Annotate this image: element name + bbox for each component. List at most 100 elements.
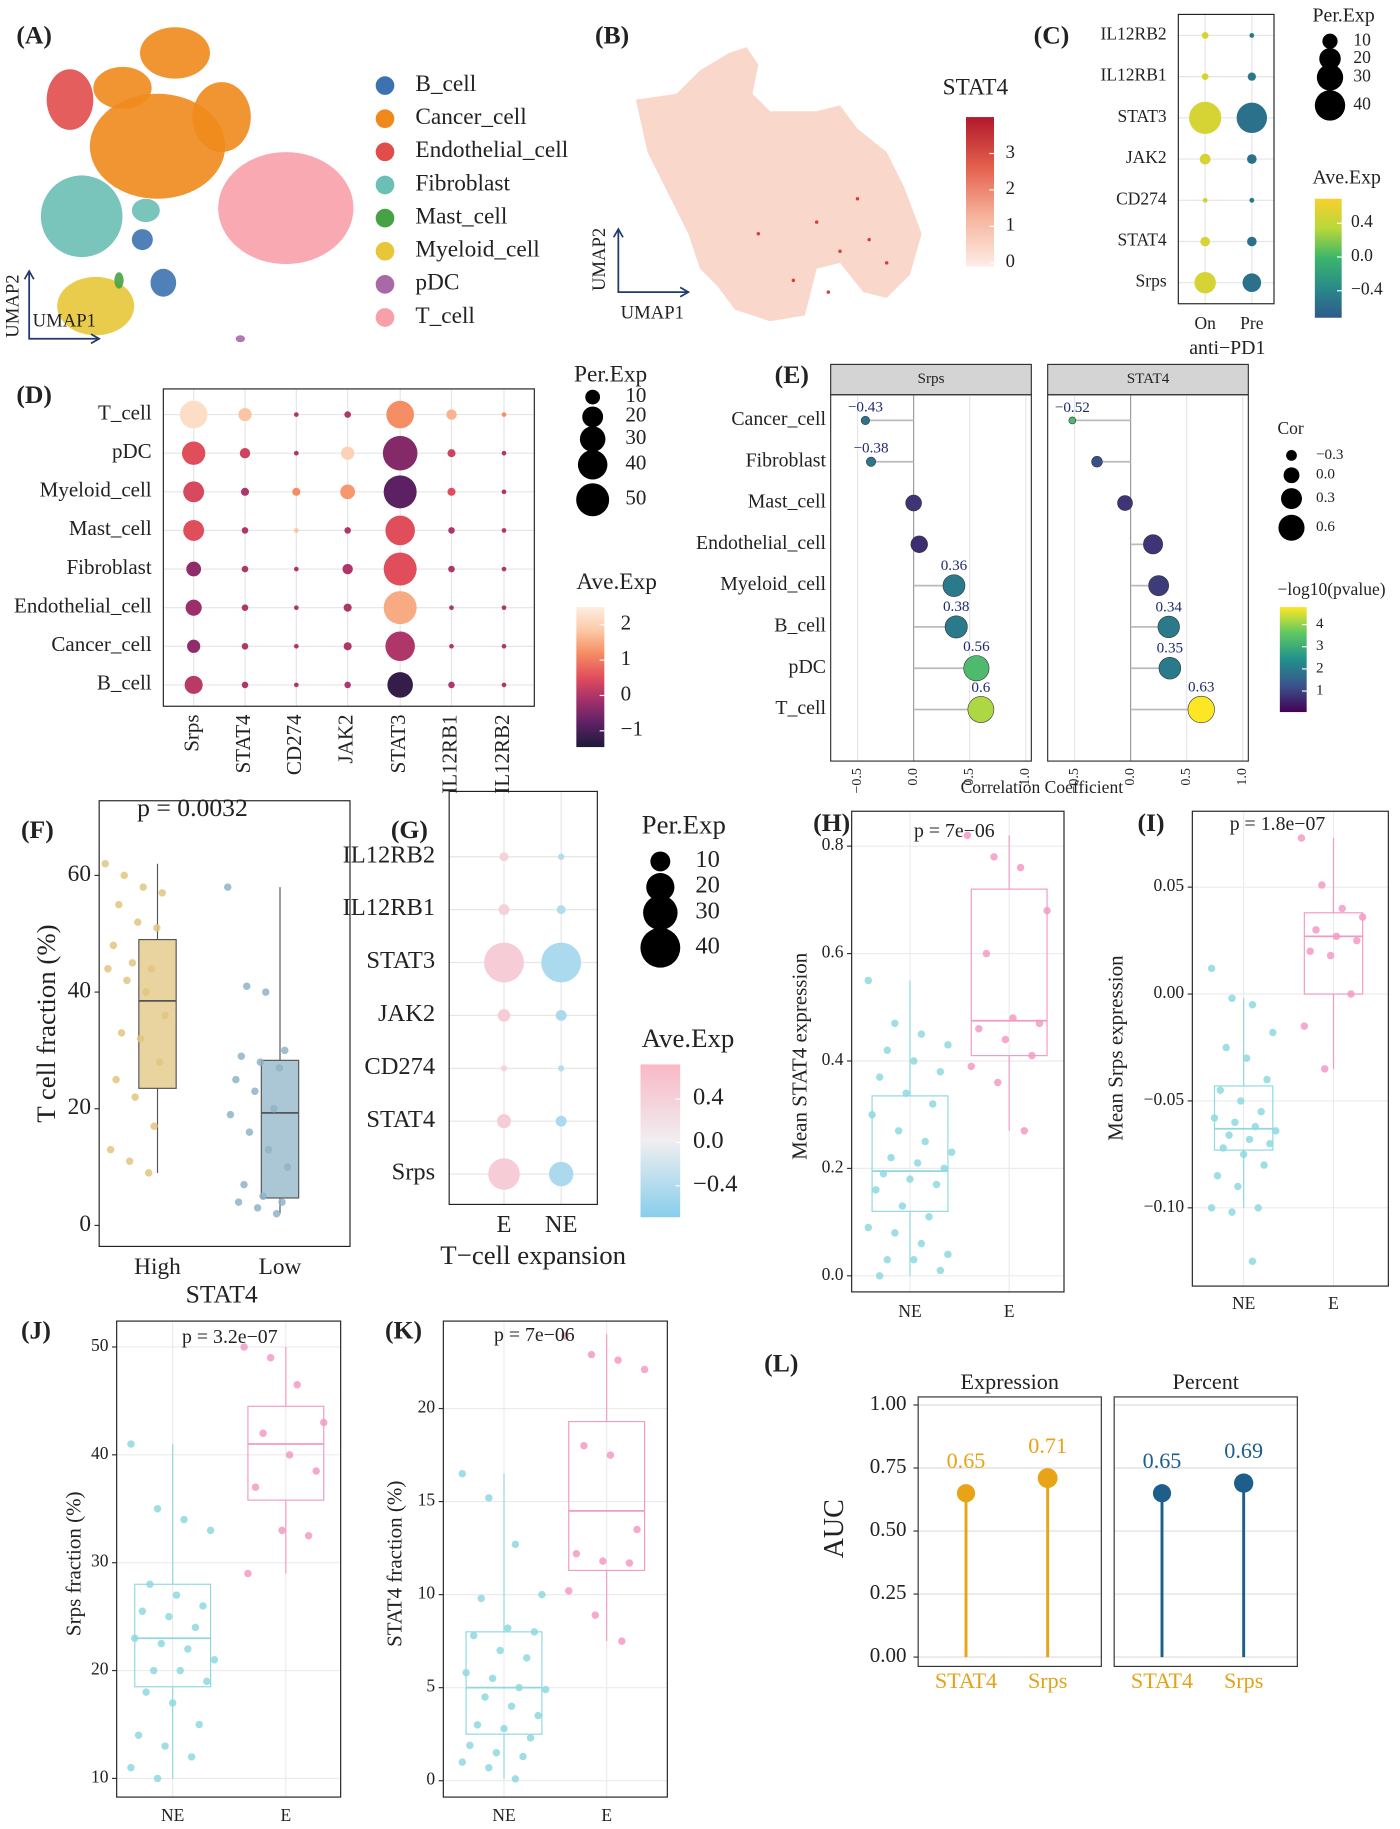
point <box>1219 1144 1227 1152</box>
dot <box>341 446 355 460</box>
point <box>963 831 972 840</box>
dot <box>860 415 870 425</box>
point <box>147 965 156 973</box>
point <box>127 1440 135 1448</box>
expr-dot <box>814 220 819 224</box>
box <box>138 939 177 1089</box>
point <box>1300 1022 1309 1030</box>
size-legend-label: 50 <box>625 486 646 510</box>
point <box>606 1451 615 1459</box>
dot <box>241 527 249 534</box>
point <box>921 1137 929 1146</box>
point <box>936 1266 945 1275</box>
row-label: STAT3 <box>1117 106 1166 126</box>
dot <box>1200 236 1210 247</box>
row-label: T_cell <box>98 400 152 424</box>
point <box>184 1645 192 1653</box>
dot <box>1199 153 1211 165</box>
point <box>1239 1150 1248 1159</box>
point <box>165 1612 173 1621</box>
point <box>591 1611 600 1619</box>
dot <box>555 1009 567 1021</box>
frame <box>448 790 598 1206</box>
box <box>970 888 1048 1057</box>
panel-label: (J) <box>21 1316 51 1345</box>
point <box>226 1110 235 1119</box>
dot <box>488 1158 520 1190</box>
row-label: pDC <box>789 656 826 678</box>
col-label: STAT3 <box>386 714 410 773</box>
dot <box>183 481 205 503</box>
dot <box>185 599 202 616</box>
point <box>146 1580 154 1589</box>
panel-label: (K) <box>385 1316 422 1345</box>
row-label: IL12RB1 <box>1101 65 1167 85</box>
point <box>910 1255 918 1264</box>
point <box>894 1127 903 1135</box>
point <box>1035 1019 1044 1028</box>
point <box>293 1380 301 1389</box>
dot <box>383 552 417 586</box>
point <box>131 1093 139 1101</box>
point <box>123 976 131 985</box>
point <box>1321 1065 1329 1073</box>
point <box>485 1763 493 1772</box>
legend-label: Fibroblast <box>415 170 510 196</box>
point <box>1228 994 1236 1003</box>
point <box>975 1025 983 1033</box>
panel-label: (D) <box>16 380 52 409</box>
colorbar <box>640 1064 681 1218</box>
dot <box>556 905 566 915</box>
point <box>868 1110 876 1119</box>
size-legend-dot <box>650 851 671 872</box>
y-tick-label: 50 <box>91 1335 109 1355</box>
point <box>272 1210 281 1218</box>
row-label: Srps <box>1136 271 1167 291</box>
point <box>891 1019 899 1028</box>
point <box>944 1041 952 1049</box>
point <box>109 941 118 950</box>
panel-label: (C) <box>1034 21 1070 50</box>
facet-title: Srps <box>918 370 945 387</box>
legend-dot <box>375 142 395 162</box>
arrow-head <box>612 227 624 238</box>
dot <box>449 643 454 649</box>
x-tick-label: E <box>601 1805 612 1825</box>
dot <box>383 475 417 509</box>
row-label: pDC <box>112 439 152 463</box>
dot <box>1249 197 1255 203</box>
colorbar-tick-label: 3 <box>1316 637 1324 654</box>
dot <box>501 412 507 417</box>
dot <box>340 484 356 500</box>
value-label: −0.43 <box>848 398 883 415</box>
y-tick-label: 20 <box>418 1397 436 1417</box>
value-label: 0.34 <box>1155 598 1182 615</box>
dot <box>866 456 877 467</box>
box <box>568 1420 646 1572</box>
dot <box>1117 495 1133 511</box>
arrow-head <box>90 333 101 345</box>
x-tick-label: 1.0 <box>1235 768 1250 786</box>
y-tick-label: 0.8 <box>822 834 844 854</box>
dot <box>344 527 351 534</box>
point <box>599 1557 607 1565</box>
y-tick-label: 40 <box>68 977 91 1003</box>
panel-label: (E) <box>775 360 809 389</box>
point <box>515 1683 523 1692</box>
point <box>519 1752 527 1761</box>
point <box>534 1711 542 1720</box>
point <box>149 1666 158 1675</box>
point <box>134 1731 143 1740</box>
dot <box>294 605 299 610</box>
frame <box>98 800 351 1248</box>
point <box>511 1540 520 1549</box>
point <box>1263 1075 1271 1084</box>
dot <box>385 631 415 662</box>
dot <box>1158 657 1182 680</box>
row-label: Fibroblast <box>66 555 151 579</box>
colorbar-tick-label: −0.4 <box>693 1170 737 1197</box>
point <box>138 1607 147 1615</box>
dot <box>1189 101 1222 134</box>
colorbar <box>966 117 994 267</box>
